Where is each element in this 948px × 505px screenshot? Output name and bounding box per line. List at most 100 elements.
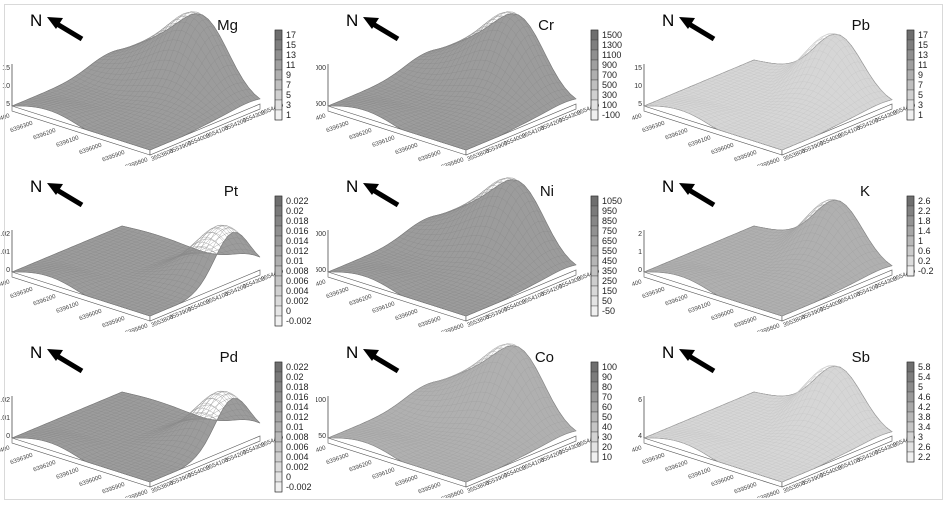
north-label: N — [346, 343, 358, 362]
colorbar-tick-label: 1.8 — [918, 216, 931, 226]
y-tick-label: 6396200 — [665, 294, 690, 308]
colorbar-swatch — [906, 215, 915, 227]
z-tick-label: 500 — [316, 267, 326, 274]
colorbar-swatch — [590, 255, 599, 267]
y-tick-label: 6396400 — [316, 445, 327, 459]
colorbar-tick-label: 60 — [602, 402, 612, 412]
colorbar-swatch — [906, 225, 915, 237]
colorbar-tick-label: 15 — [286, 40, 296, 50]
colorbar-tick-label: 5.4 — [918, 372, 931, 382]
colorbar-swatch — [274, 89, 283, 101]
y-tick-label: 6396400 — [632, 113, 643, 127]
y-tick-label: 6395900 — [102, 150, 127, 164]
colorbar-tick-label: 5 — [918, 382, 923, 392]
colorbar-tick-label: 9 — [918, 70, 923, 80]
colorbar-tick-label: 0.02 — [286, 372, 304, 382]
y-tick-label: 6395800 — [125, 157, 150, 166]
colorbar-tick-label: 4.2 — [918, 402, 931, 412]
panel-title: Ni — [540, 183, 554, 200]
y-tick-label: 6396300 — [642, 120, 667, 134]
colorbar-swatch — [274, 295, 283, 307]
panel-title: Sb — [852, 349, 870, 366]
colorbar-tick-label: 13 — [286, 50, 296, 60]
surface-panel-pb: 1510563964006396300639620063961006396000… — [632, 11, 928, 166]
colorbar-swatch — [274, 431, 283, 443]
colorbar-tick-label: 0.002 — [286, 296, 309, 306]
z-tick-label: 5 — [638, 101, 642, 108]
y-tick-label: 6396300 — [326, 452, 351, 466]
colorbar-tick-label: 3.4 — [918, 422, 931, 432]
y-tick-label: 6396400 — [0, 279, 11, 293]
y-tick-label: 6396300 — [10, 452, 35, 466]
y-tick-label: 6396000 — [79, 308, 104, 322]
colorbar-swatch — [906, 431, 915, 443]
y-tick-label: 6396100 — [56, 135, 81, 149]
colorbar-swatch — [590, 99, 599, 111]
colorbar-swatch — [590, 39, 599, 51]
colorbar-swatch — [274, 225, 283, 237]
colorbar-swatch — [274, 99, 283, 111]
colorbar-tick-label: 250 — [602, 276, 617, 286]
colorbar-swatch — [274, 235, 283, 247]
colorbar-tick-label: 1 — [918, 236, 923, 246]
colorbar-swatch — [906, 451, 915, 463]
y-tick-label: 6395800 — [125, 323, 150, 332]
north-label: N — [30, 177, 42, 196]
surface-panel-co: 100 50 63964006396300639620063961006396000… — [316, 343, 617, 498]
colorbar-swatch — [590, 205, 599, 217]
colorbar-swatch — [590, 391, 599, 403]
colorbar-tick-label: 30 — [602, 432, 612, 442]
colorbar-swatch — [906, 255, 915, 267]
colorbar-swatch — [274, 245, 283, 257]
colorbar-frame — [590, 195, 599, 317]
colorbar-tick-label: 1.4 — [918, 226, 931, 236]
colorbar-swatch — [906, 245, 915, 257]
colorbar-swatch — [906, 59, 915, 71]
colorbar-tick-label: 150 — [602, 286, 617, 296]
surface-mesh-lines — [11, 390, 261, 483]
colorbar-frame — [906, 29, 915, 121]
colorbar-tick-label: 550 — [602, 246, 617, 256]
colorbar-swatch — [906, 195, 915, 207]
z-tick-label: 500 — [316, 101, 326, 108]
colorbar-tick-label: 900 — [602, 60, 617, 70]
surface-panel-pd: 0.020.0106396400639630063962006396100639… — [0, 343, 312, 498]
colorbar-tick-label: 10 — [602, 452, 612, 462]
base-side-face — [465, 269, 577, 322]
colorbar-tick-label: 15 — [918, 40, 928, 50]
north-arrow-icon: N — [662, 177, 716, 208]
colorbar-tick-label: 5.8 — [918, 362, 931, 372]
colorbar-tick-label: 1 — [918, 110, 923, 120]
colorbar-swatch — [906, 49, 915, 61]
north-arrow-icon: N — [346, 11, 400, 42]
z-tick-label: 0.01 — [0, 249, 10, 256]
y-tick-label: 6396200 — [349, 294, 374, 308]
y-tick-label: 6395800 — [757, 489, 782, 498]
colorbar-swatch — [590, 69, 599, 81]
colorbar-tick-label: 1050 — [602, 196, 622, 206]
colorbar-tick-label: 100 — [602, 100, 617, 110]
z-tick-label: 50 — [318, 433, 326, 440]
y-tick-label: 6396100 — [688, 135, 713, 149]
y-tick-label: 6396400 — [316, 279, 327, 293]
colorbar-swatch — [274, 69, 283, 81]
colorbar-tick-label: -0.002 — [286, 316, 312, 326]
colorbar-tick-label: 5 — [286, 90, 291, 100]
colorbar-swatch — [274, 305, 283, 317]
surface-mesh-lines — [11, 224, 261, 317]
y-tick-label: 6396200 — [349, 460, 374, 474]
y-tick-label: 6396200 — [349, 128, 374, 142]
colorbar-tick-label: 2.6 — [918, 196, 931, 206]
colorbar-swatch — [274, 215, 283, 227]
colorbar-swatch — [590, 421, 599, 433]
colorbar-swatch — [590, 381, 599, 393]
colorbar-swatch — [590, 451, 599, 463]
colorbar-swatch — [274, 285, 283, 297]
colorbar-swatch — [274, 421, 283, 433]
y-tick-label: 6396200 — [665, 460, 690, 474]
colorbar-swatch — [274, 49, 283, 61]
north-arrow-icon: N — [30, 343, 84, 374]
north-arrow-icon: N — [346, 177, 400, 208]
